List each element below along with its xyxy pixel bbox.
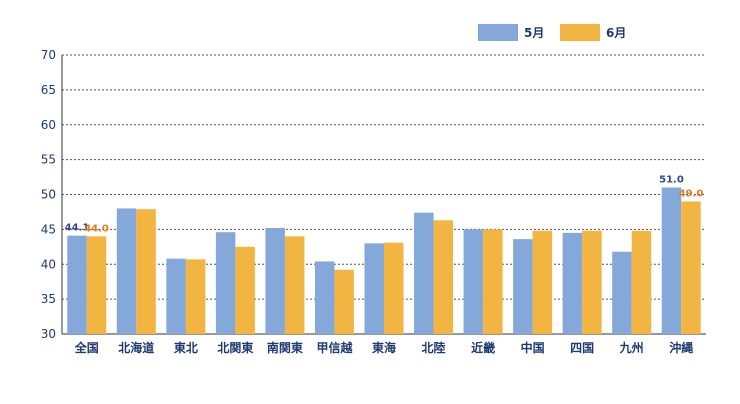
bar-june — [681, 201, 701, 334]
bar-may — [116, 208, 137, 334]
y-tick-label: 40 — [41, 257, 56, 271]
data-label: 51.0 — [659, 175, 684, 186]
x-tick-label: 近畿 — [471, 340, 495, 355]
bar-june — [631, 230, 652, 334]
bar-june — [582, 230, 602, 334]
bar-may — [314, 261, 335, 334]
y-tick-label: 45 — [41, 222, 56, 236]
legend-label: 6月 — [606, 26, 626, 40]
y-tick-label: 70 — [41, 48, 56, 62]
bar-june — [532, 230, 553, 334]
x-tick-label: 中国 — [521, 340, 545, 355]
bar-may — [612, 251, 632, 334]
bar-may — [562, 232, 583, 334]
bar-june — [185, 259, 206, 334]
x-tick-label: 北陸 — [422, 340, 446, 355]
x-tick-label: 甲信越 — [316, 340, 353, 355]
y-tick-label: 50 — [41, 188, 56, 202]
x-tick-label: 九州 — [619, 340, 644, 355]
x-tick-label: 沖縄 — [669, 340, 693, 355]
x-tick-label: 北関東 — [217, 340, 253, 355]
bar-may — [215, 232, 236, 334]
bar-may — [364, 243, 384, 334]
legend-swatch — [478, 24, 518, 41]
bar-may — [463, 229, 484, 334]
bar-may — [265, 227, 285, 334]
y-tick-label: 60 — [41, 118, 56, 132]
y-tick-label: 30 — [41, 327, 56, 341]
legend-label: 5月 — [524, 26, 544, 40]
bar-june — [86, 236, 107, 334]
bar-june — [433, 220, 454, 334]
data-label: 49.0 — [679, 188, 704, 199]
bar-may — [166, 258, 186, 334]
bar-may — [661, 187, 682, 334]
bar-may — [67, 235, 87, 334]
x-tick-label: 南関東 — [267, 340, 303, 355]
bar-may — [414, 212, 434, 334]
data-label: 44.1 — [65, 223, 90, 234]
bar-june — [284, 236, 305, 334]
y-tick-label: 35 — [41, 292, 56, 306]
x-tick-label: 北海道 — [118, 340, 154, 355]
bar-june — [483, 229, 503, 334]
legend-swatch — [560, 24, 600, 41]
x-tick-label: 東北 — [174, 340, 198, 355]
y-tick-label: 55 — [41, 153, 56, 167]
y-tick-label: 65 — [41, 83, 56, 97]
bar-may — [513, 239, 533, 334]
bar-june — [235, 246, 255, 334]
x-tick-label: 四国 — [570, 341, 594, 355]
bar-june — [384, 242, 404, 334]
x-tick-label: 全国 — [74, 340, 99, 355]
bar-june — [136, 209, 156, 334]
x-tick-label: 東海 — [372, 340, 396, 355]
bar-june — [334, 269, 354, 334]
data-label: 44.0 — [84, 223, 109, 234]
